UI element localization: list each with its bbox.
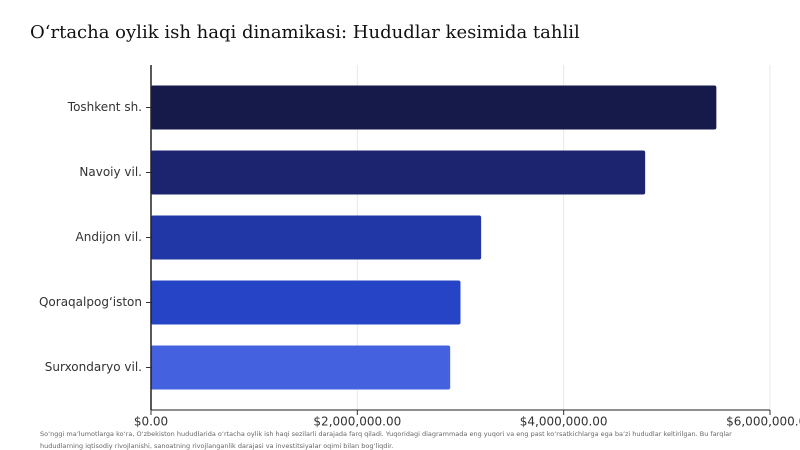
y-tick-label: Andijon vil.: [76, 230, 142, 244]
footnote: hududlarning iqtisodiy rivojlanishi, san…: [40, 442, 393, 450]
bar: [151, 280, 461, 325]
bar: [151, 150, 646, 195]
bar: [151, 215, 482, 260]
y-tick-label: Surxondaryo vil.: [45, 360, 142, 374]
x-tick-label: $4,000,000.00: [520, 415, 608, 429]
x-tick-label: $6,000,000.00: [726, 415, 800, 429]
y-tick-label: Qoraqalpog‘iston: [39, 295, 142, 309]
y-tick-label: Toshkent sh.: [67, 100, 142, 114]
x-tick-label: $2,000,000.00: [313, 415, 401, 429]
bar: [151, 345, 451, 390]
footnote: So‘nggi ma’lumotlarga ko‘ra, O‘zbekiston…: [40, 430, 732, 438]
x-tick-label: $0.00: [134, 415, 168, 429]
bar: [151, 85, 717, 130]
y-tick-label: Navoiy vil.: [79, 165, 142, 179]
chart-title: O‘rtacha oylik ish haqi dinamikasi: Hudu…: [30, 22, 580, 43]
